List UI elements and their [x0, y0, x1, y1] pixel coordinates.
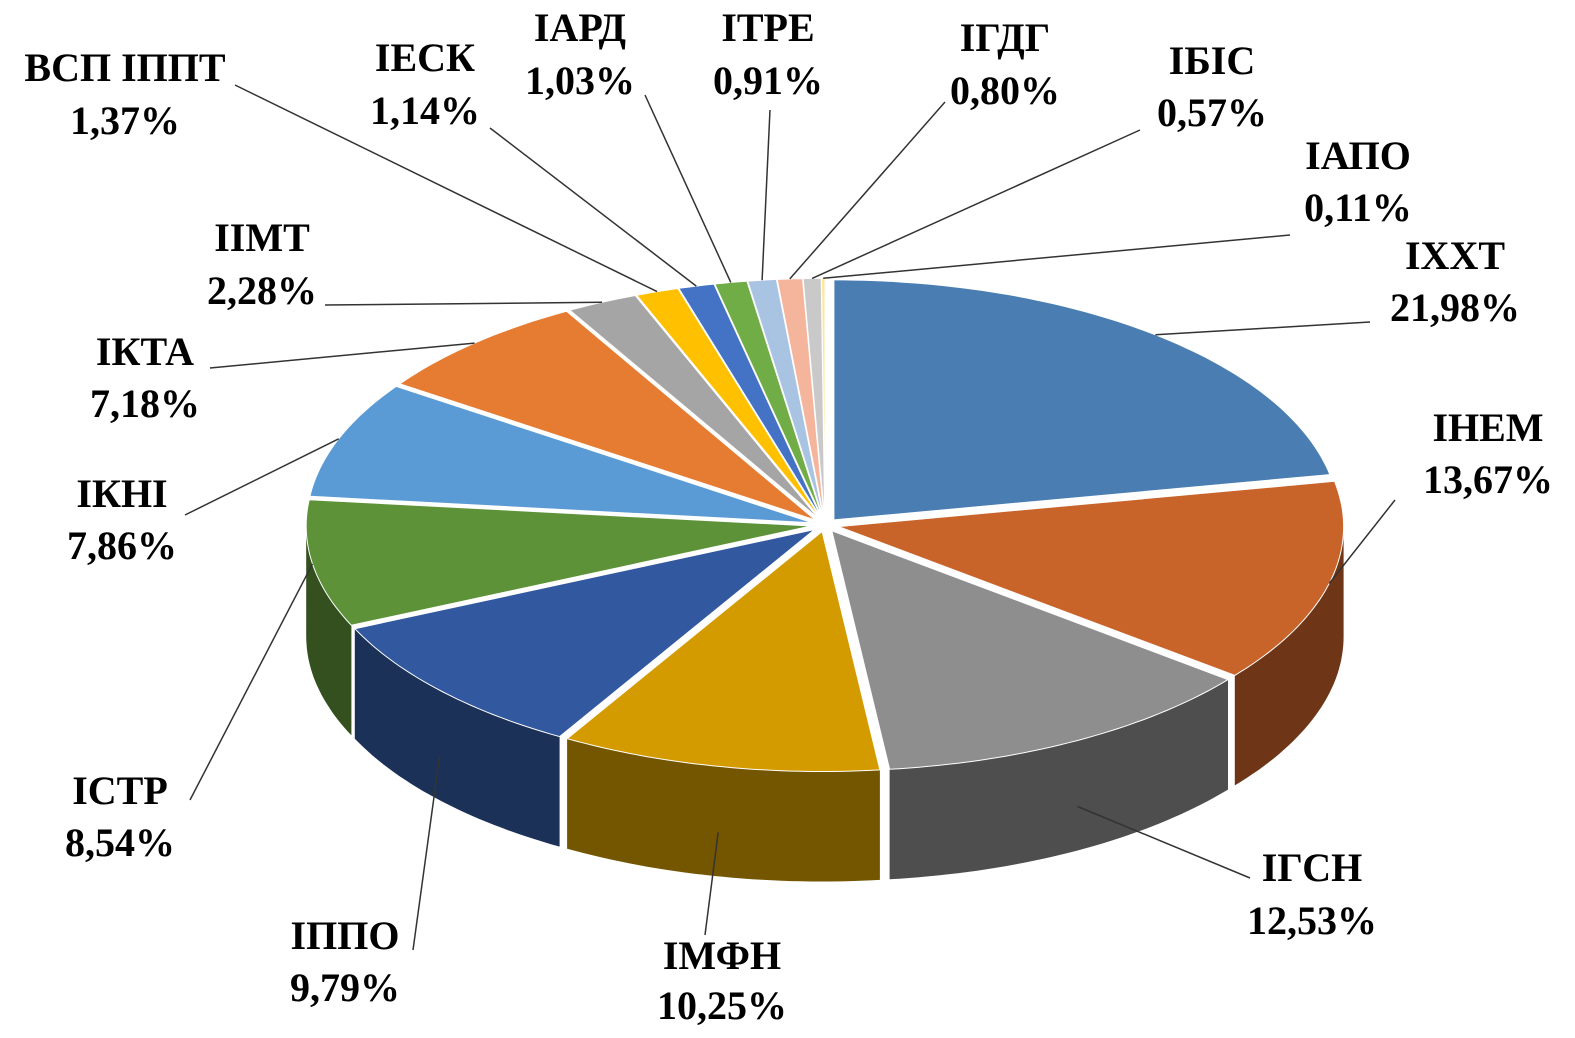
category-label: ІНЕМ [1432, 405, 1543, 450]
category-label: ІСТР [72, 768, 168, 813]
category-label: ІКТА [96, 329, 194, 374]
slice-side [354, 628, 560, 847]
slice-side [889, 679, 1228, 880]
category-label: ІГДГ [960, 15, 1050, 60]
leader-line [789, 101, 946, 280]
slice [833, 279, 1331, 521]
leader-line [1077, 805, 1251, 879]
leader-line [489, 127, 697, 287]
leader-line [761, 109, 771, 281]
slice [831, 529, 1230, 770]
value-label: 0,80% [950, 68, 1060, 113]
value-label: 1,37% [70, 98, 180, 143]
value-label: 0,11% [1304, 185, 1412, 230]
leader-line [234, 84, 658, 293]
leader-line [1328, 499, 1396, 584]
category-label: ІБІС [1169, 38, 1255, 83]
value-label: 10,25% [657, 983, 787, 1028]
value-label: 1,14% [370, 88, 480, 133]
leader-line [823, 234, 1291, 280]
category-label: ІГСН [1262, 845, 1363, 890]
slice-side [306, 526, 352, 736]
category-label: ІЕСК [375, 35, 475, 80]
slice [776, 278, 825, 519]
slice-side [567, 738, 880, 882]
leader-line [184, 438, 340, 516]
slice [398, 310, 816, 521]
value-label: 8,54% [65, 820, 175, 865]
value-label: 7,18% [90, 381, 200, 426]
leader-line [811, 129, 1141, 280]
value-label: 0,91% [713, 58, 823, 103]
category-label: ІХХТ [1405, 233, 1505, 278]
value-label: 0,57% [1157, 90, 1267, 135]
slice [747, 278, 824, 519]
leader-line [324, 301, 603, 306]
leader-line [1155, 321, 1371, 336]
slice [566, 530, 881, 772]
value-label: 21,98% [1390, 285, 1520, 330]
value-label: 1,03% [525, 58, 635, 103]
leader-line [412, 756, 441, 951]
leader-line [209, 342, 475, 369]
slice-tops [305, 277, 1345, 772]
category-label: ІАРД [534, 5, 626, 50]
value-label: 12,53% [1247, 898, 1377, 943]
value-label: 7,86% [67, 523, 177, 568]
slice [353, 529, 815, 738]
category-label: ІППО [291, 913, 400, 958]
slice [635, 287, 821, 520]
category-label: ІІМТ [214, 215, 310, 260]
category-label: ІТРЕ [721, 5, 814, 50]
category-label: ІМФН [663, 933, 781, 978]
value-label: 2,28% [207, 268, 317, 313]
slice-sides [306, 526, 1344, 882]
leader-line [189, 563, 314, 801]
category-label: ІКНІ [76, 471, 167, 516]
category-label: ІАПО [1305, 133, 1411, 178]
leader-line [704, 832, 719, 936]
slice-side [1234, 526, 1344, 786]
category-label: ВСП ІППТ [24, 45, 225, 90]
slice [309, 385, 813, 524]
leader-line [644, 94, 732, 283]
value-label: 9,79% [290, 965, 400, 1010]
value-label: 13,67% [1423, 457, 1553, 502]
